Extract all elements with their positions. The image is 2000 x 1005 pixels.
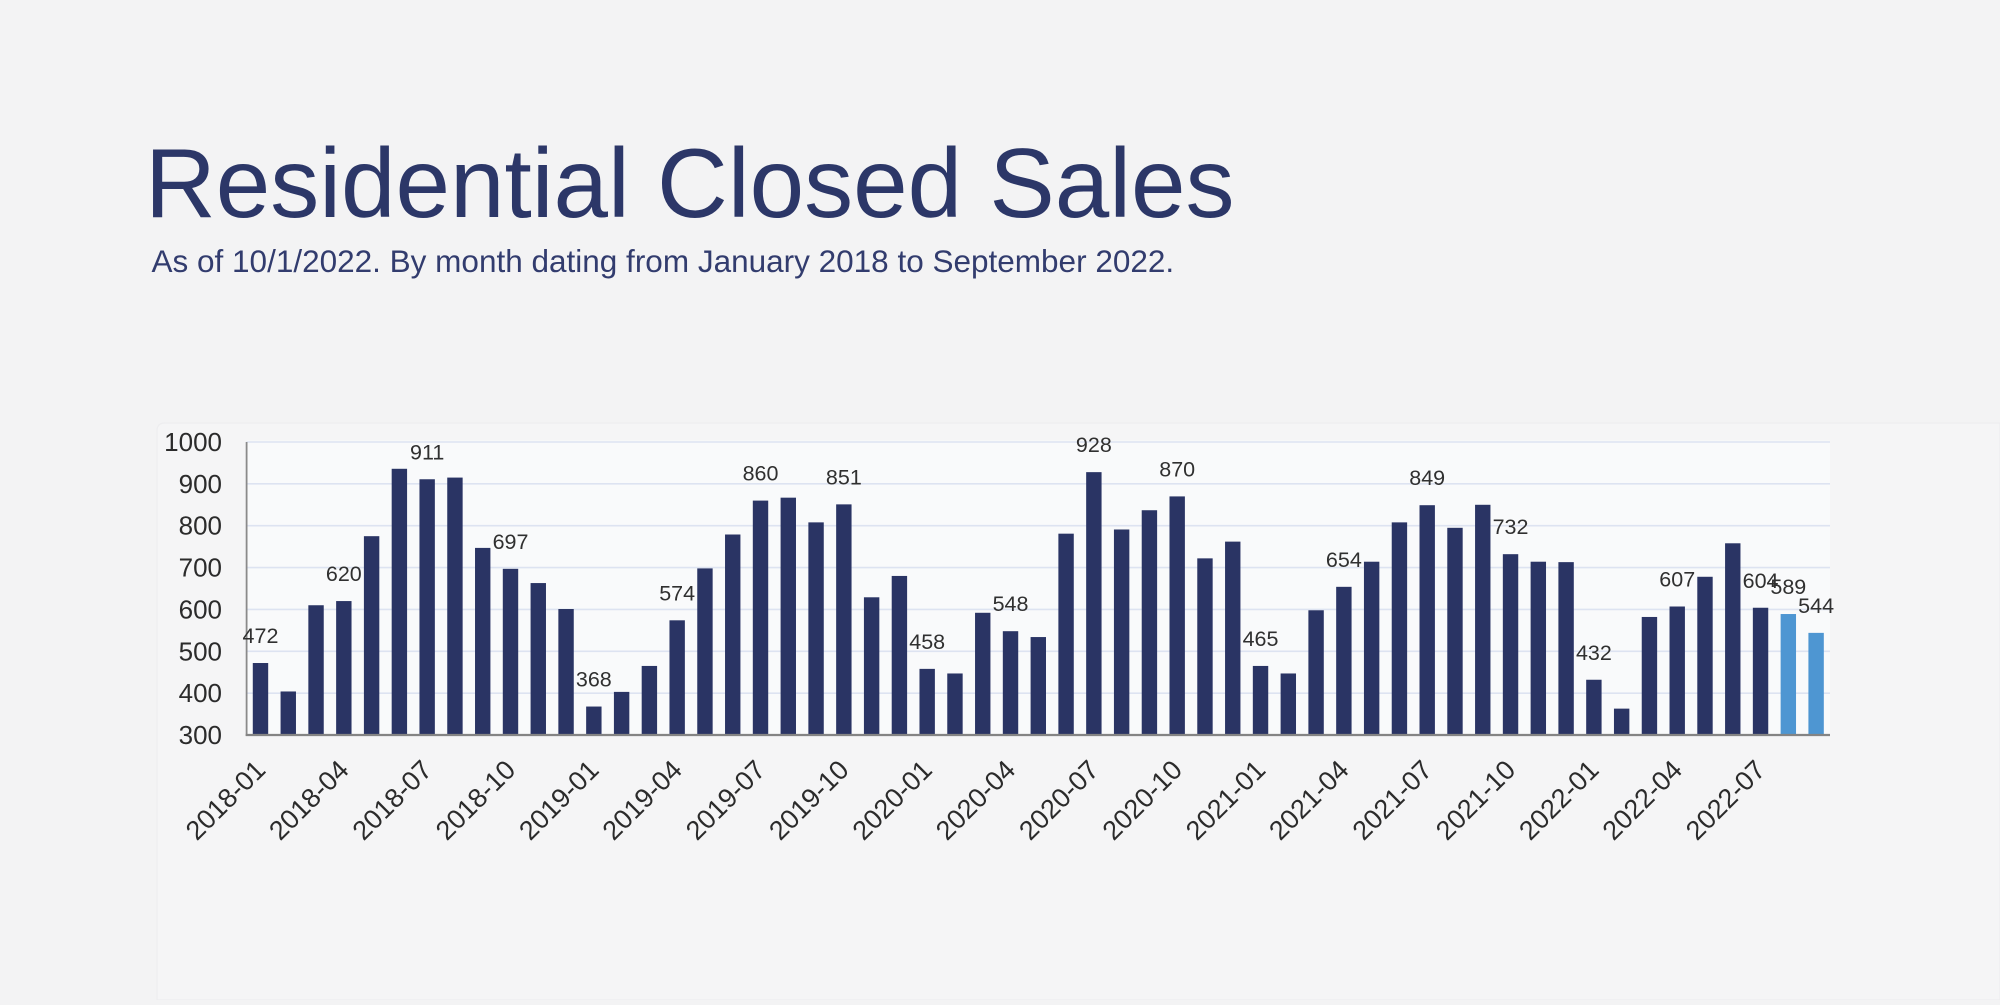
svg-text:849: 849 (1409, 466, 1445, 490)
svg-text:500: 500 (179, 636, 222, 666)
svg-text:870: 870 (1159, 457, 1195, 481)
svg-text:400: 400 (179, 678, 222, 708)
svg-text:As of 10/1/2022. By month dati: As of 10/1/2022. By month dating from Ja… (152, 243, 1175, 279)
svg-text:432: 432 (1576, 641, 1612, 665)
svg-text:607: 607 (1659, 568, 1695, 592)
svg-text:465: 465 (1243, 627, 1279, 651)
svg-text:600: 600 (179, 594, 222, 624)
svg-text:697: 697 (493, 530, 529, 554)
svg-text:368: 368 (576, 668, 612, 692)
svg-text:620: 620 (326, 562, 362, 586)
svg-text:900: 900 (179, 469, 222, 499)
svg-text:800: 800 (179, 511, 222, 541)
svg-text:458: 458 (909, 630, 945, 654)
svg-text:574: 574 (659, 581, 695, 605)
svg-text:654: 654 (1326, 548, 1362, 572)
svg-text:860: 860 (743, 462, 779, 486)
svg-text:851: 851 (826, 465, 862, 489)
svg-text:928: 928 (1076, 433, 1112, 457)
svg-text:300: 300 (179, 720, 222, 750)
svg-text:604: 604 (1743, 569, 1779, 593)
svg-text:732: 732 (1493, 515, 1529, 539)
svg-text:548: 548 (993, 592, 1029, 616)
svg-text:472: 472 (243, 624, 279, 648)
svg-text:Residential Closed Sales: Residential Closed Sales (145, 128, 1234, 238)
svg-text:1000: 1000 (164, 427, 222, 457)
svg-text:911: 911 (410, 440, 444, 464)
svg-text:544: 544 (1798, 594, 1834, 618)
svg-text:589: 589 (1770, 575, 1806, 599)
svg-text:700: 700 (179, 553, 222, 583)
